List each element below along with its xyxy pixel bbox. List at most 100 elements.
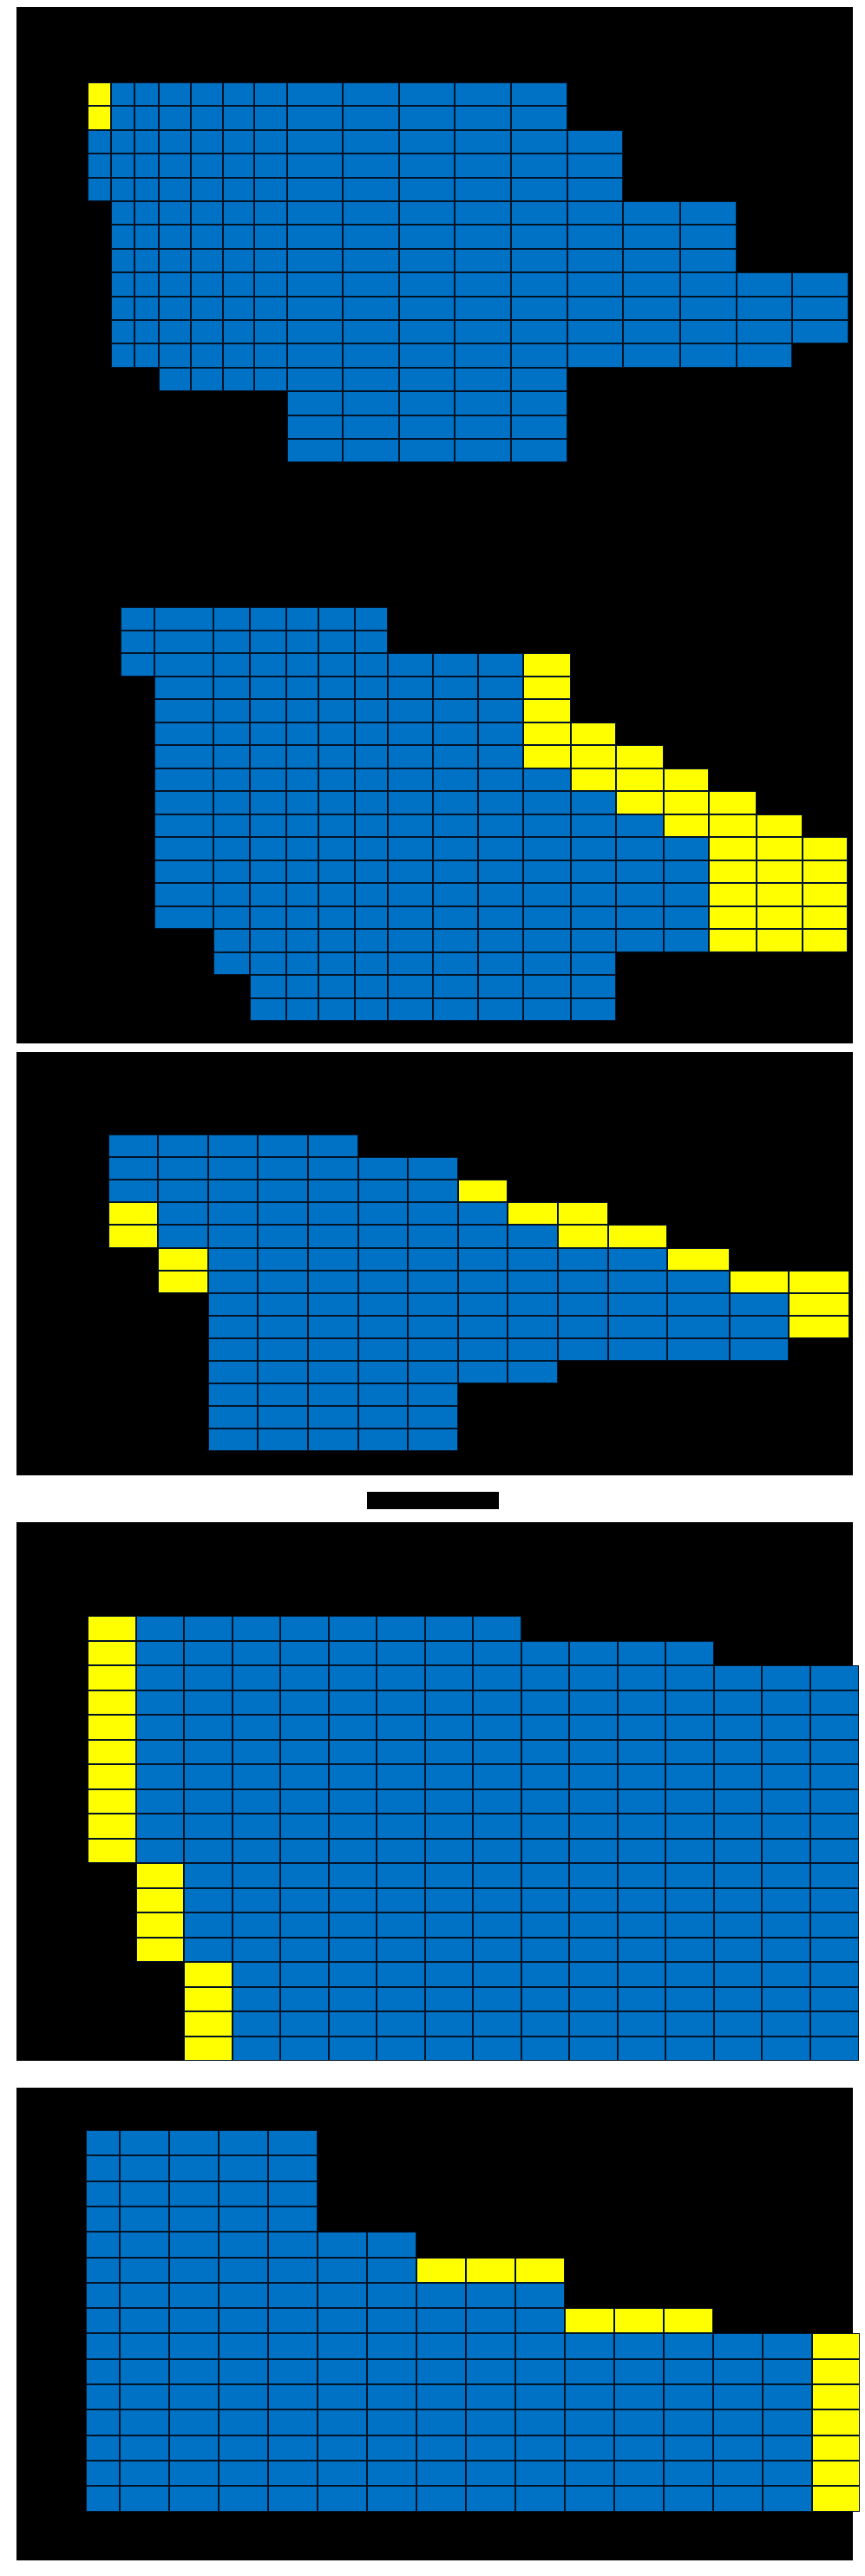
grid-cell [358,1248,408,1271]
grid-cell [254,154,287,178]
grid-cell [667,1271,730,1293]
grid-cell [714,1912,762,1938]
grid-cell [455,249,511,272]
grid-cell [154,653,213,677]
grid-cell [388,653,433,677]
grid-cell [268,2461,318,2486]
grid-cell [425,1641,473,1665]
grid-cell [377,1789,425,1814]
grid-cell [134,320,159,343]
grid-cell [569,2011,618,2037]
grid-cell [219,2283,268,2308]
grid-cell [567,178,623,201]
grid-cell [408,1406,458,1429]
grid-cell [665,1863,714,1888]
grid-cell [511,130,567,154]
grid-cell [343,82,399,106]
grid-cell [280,1690,329,1715]
grid-cell [569,1665,618,1690]
grid-cell [329,2011,377,2037]
grid-cell [571,929,616,952]
grid-cell [191,249,223,272]
grid-cell [329,1764,377,1789]
grid-cell [213,722,250,745]
grid-cell [191,343,223,368]
grid-cell [343,343,399,368]
grid-cell [258,1271,308,1293]
grid-cell [763,2333,812,2359]
grid-cell [511,368,567,391]
grid-cell [134,343,159,368]
grid-cell [458,1180,508,1202]
grid-cell [367,2258,416,2283]
grid-cell [714,2037,762,2061]
grid-cell [233,2011,280,2037]
grid-cell [219,2232,268,2258]
grid-cell [571,975,616,998]
grid-cell [169,2409,219,2435]
grid-cell [425,2011,473,2037]
grid-cell [355,631,388,653]
grid-cell [111,320,134,343]
grid-cell [664,837,709,860]
grid-cell [111,201,134,225]
grid-cell [667,1338,730,1361]
grid-cell [258,1429,308,1451]
grid-cell [521,1641,569,1665]
grid-cell [608,1316,667,1338]
grid-cell [287,368,343,391]
grid-cell [763,2384,812,2409]
grid-cell [268,2258,318,2283]
grid-cell [757,929,803,952]
grid-cell [377,1715,425,1740]
grid-cell [571,768,616,791]
grid-cell [714,1987,762,2011]
grid-cell [762,2037,810,2061]
grid-cell [329,1616,377,1641]
grid-cell [473,1839,521,1863]
grid-cell [665,1987,714,2011]
grid-cell [614,2486,664,2512]
grid-cell [665,1888,714,1912]
grid-cell [608,1225,667,1248]
grid-cell [88,1616,136,1641]
grid-cell [280,2037,329,2061]
grid-cell [433,975,478,998]
grid-cell [233,1641,280,1665]
grid-cell [219,2359,268,2384]
grid-cell [286,837,318,860]
grid-cell [159,343,191,368]
grid-cell [184,1962,233,1987]
grid-cell [343,368,399,391]
grid-cell [136,1888,184,1912]
grid-cell [358,1271,408,1293]
grid-cell [680,272,737,297]
grid-cell [318,745,355,768]
grid-cell [254,201,287,225]
grid-cell [511,201,567,225]
grid-cell [763,2461,812,2486]
grid-cell [558,1202,608,1225]
grid-cell [280,1912,329,1938]
grid-cell [618,1740,665,1764]
grid-cell [223,106,254,130]
grid-cell [757,860,803,883]
grid-cell [511,249,567,272]
grid-cell [329,1888,377,1912]
grid-cell [709,883,757,906]
grid-cell [558,1338,608,1361]
grid-cell [388,929,433,952]
grid-cell [664,2308,713,2333]
grid-cell [120,2333,169,2359]
grid-cell [136,1863,184,1888]
grid-cell [208,1361,258,1383]
grid-cell [812,2359,860,2384]
grid-cell [521,1715,569,1740]
grid-cell [473,2011,521,2037]
grid-cell [523,699,571,722]
grid-cell [523,768,571,791]
grid-cell [762,1715,810,1740]
grid-cell [565,2359,614,2384]
grid-cell [308,1202,358,1225]
grid-cell [388,906,433,929]
